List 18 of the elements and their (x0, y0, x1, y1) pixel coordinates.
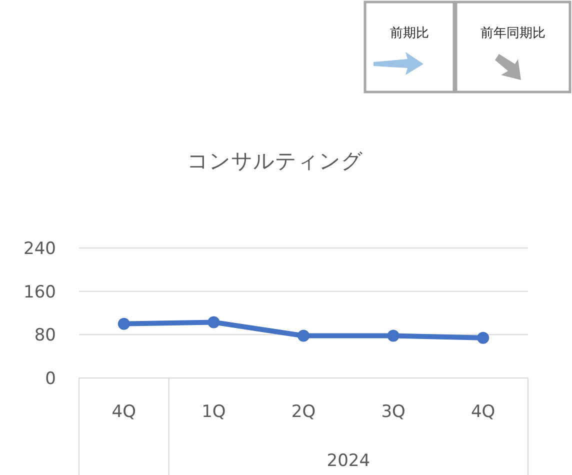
x-tick-label: 4Q (471, 402, 496, 422)
y-tick-label: 0 (45, 369, 56, 389)
point (477, 332, 490, 344)
point (208, 316, 220, 328)
x-axis-title: 2024 (326, 451, 370, 471)
point (298, 330, 310, 342)
x-tick-label: 4Q (112, 402, 136, 422)
x-tick-label: 2Q (291, 402, 316, 422)
point (387, 330, 400, 342)
y-tick-label: 240 (24, 239, 56, 259)
point (118, 318, 130, 330)
x-tick-label: 3Q (381, 402, 406, 422)
text: 前年同期比 (480, 26, 546, 41)
y-tick-label: 80 (34, 326, 56, 346)
text: 前期比 (390, 26, 429, 41)
chart-title: コンサルティング (187, 149, 363, 173)
x-tick-label: 1Q (202, 402, 226, 422)
y-tick-label: 160 (24, 282, 56, 302)
